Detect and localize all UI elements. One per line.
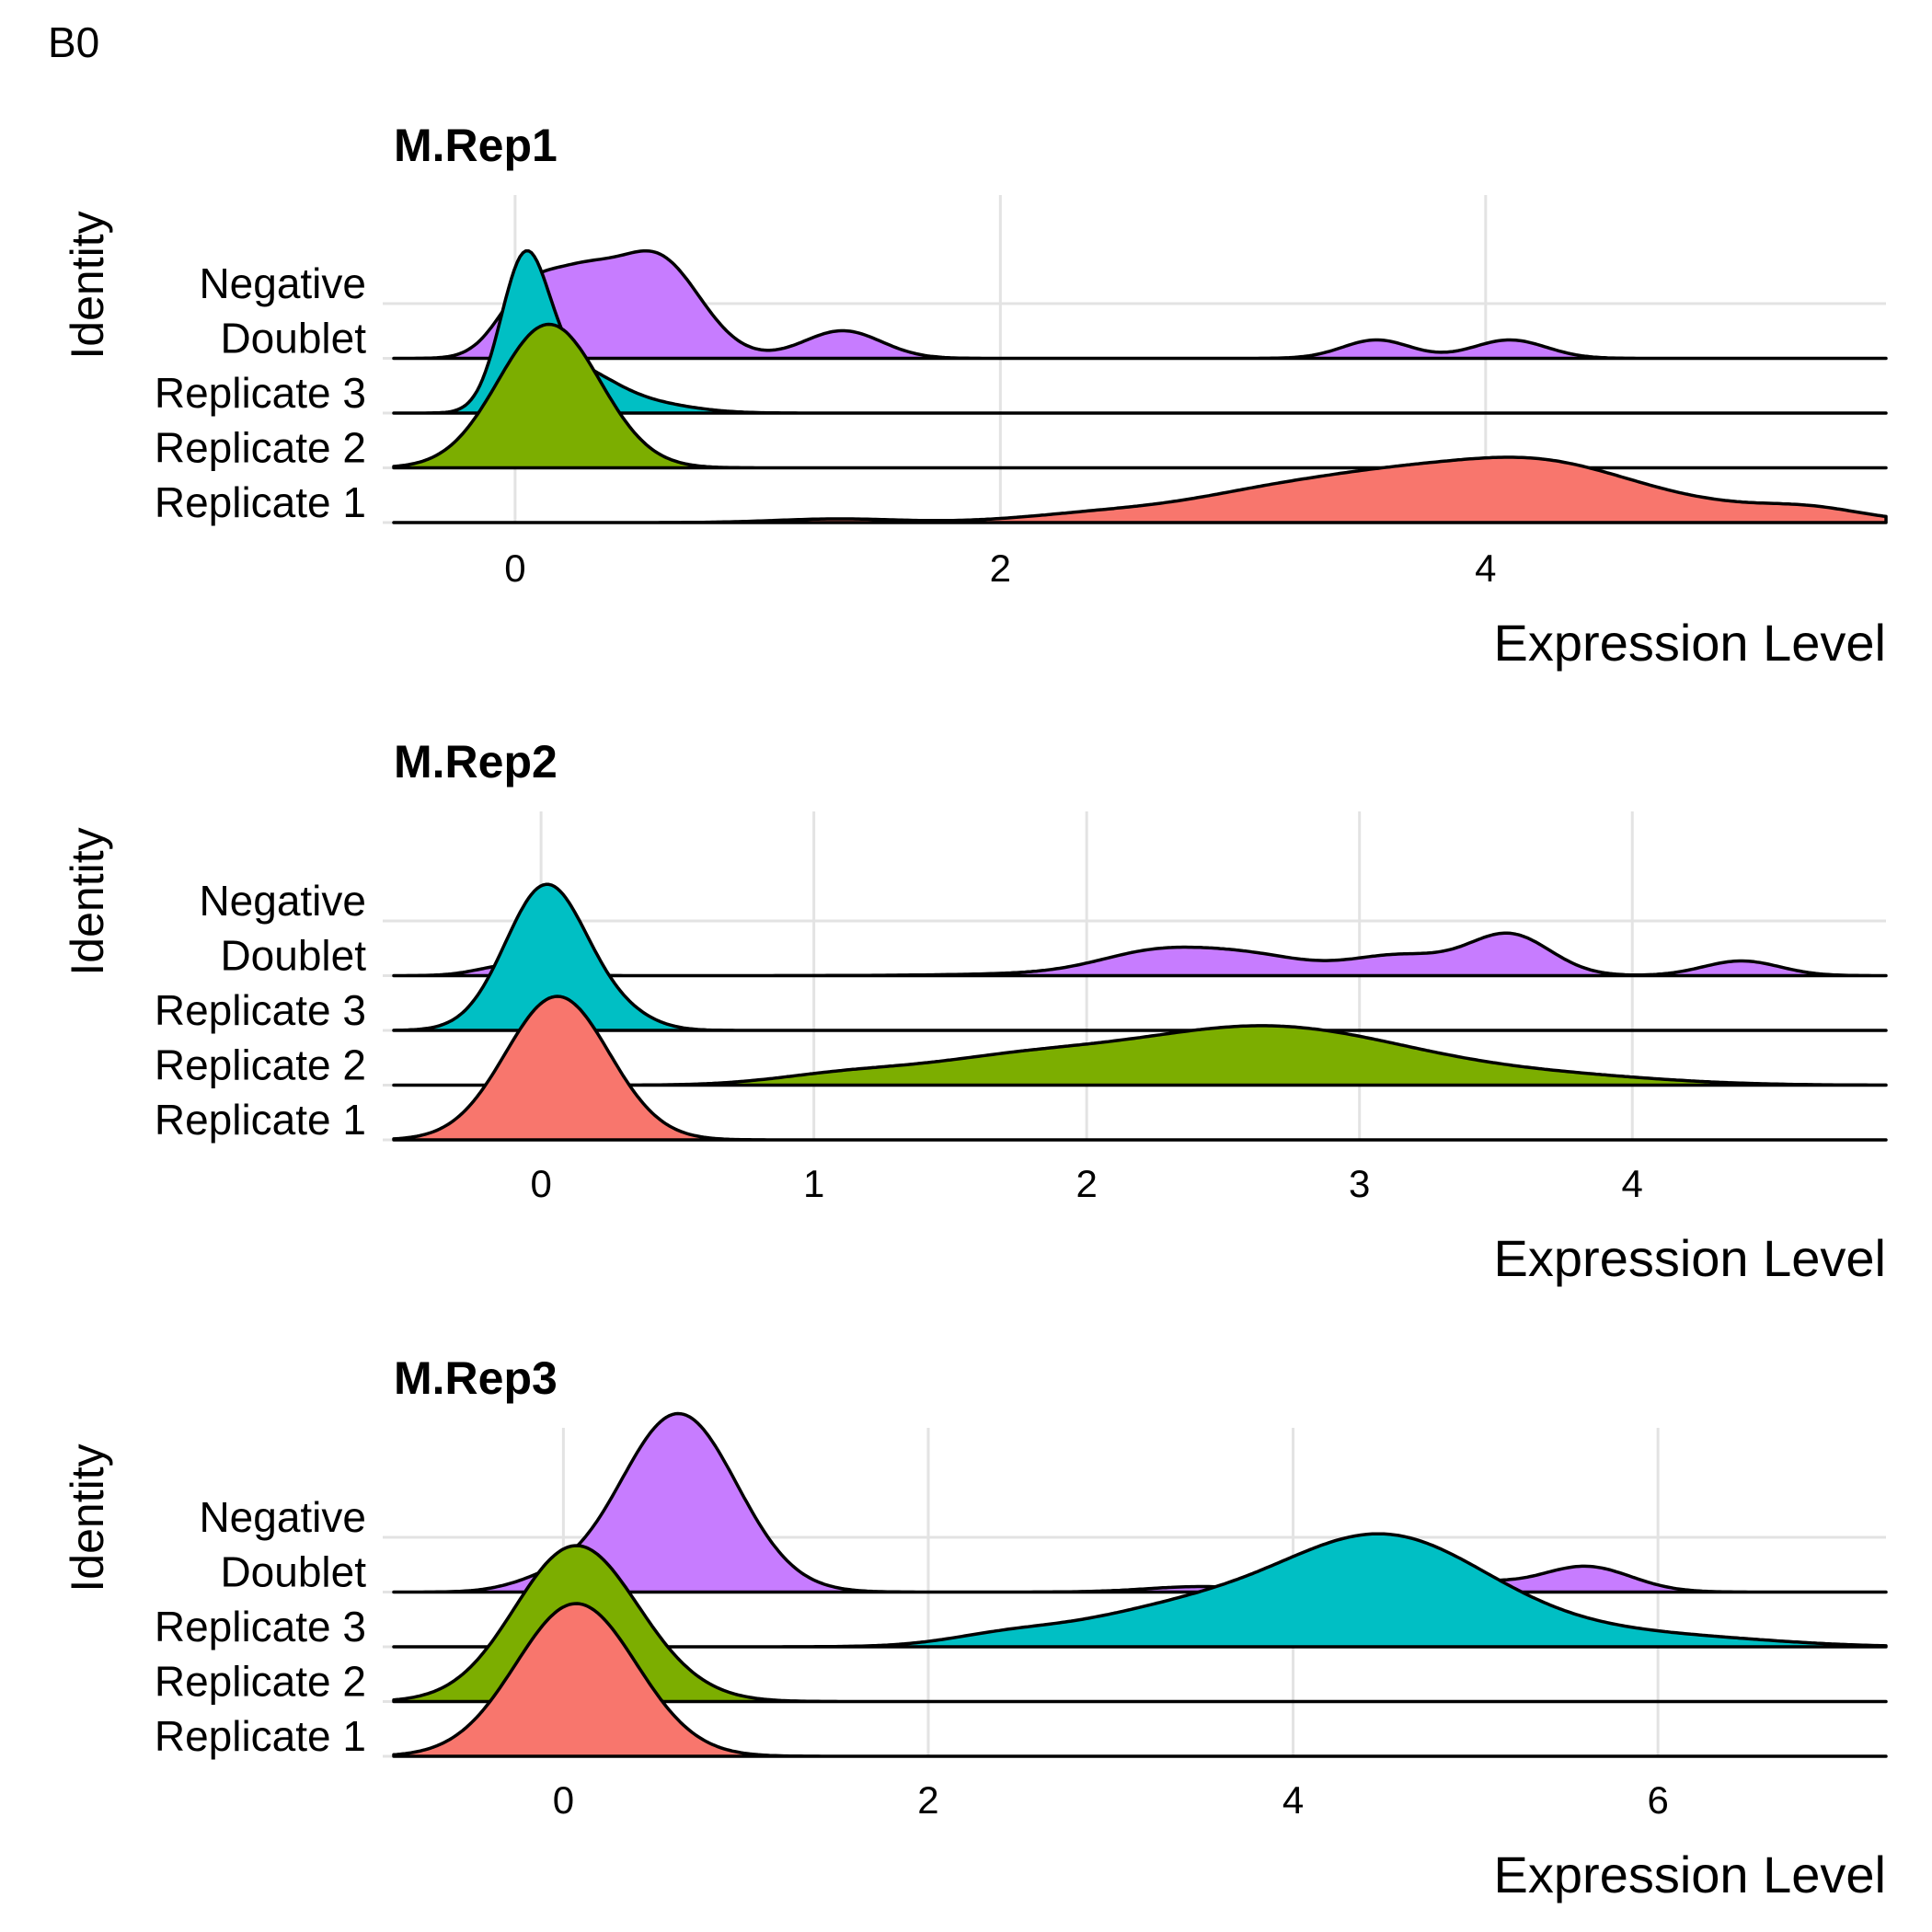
- x-tick-label: 4: [1622, 1162, 1643, 1205]
- x-axis-label: Expression Level: [1494, 1846, 1886, 1903]
- x-tick-label: 3: [1349, 1162, 1370, 1205]
- y-tick-label: Doublet: [220, 315, 366, 362]
- y-tick-label: Replicate 2: [155, 424, 366, 472]
- x-tick-label: 0: [504, 546, 525, 590]
- y-tick-label: Negative: [199, 259, 366, 307]
- ridges: [392, 248, 1888, 524]
- x-tick-label: 2: [990, 546, 1011, 590]
- x-tick-label: 1: [803, 1162, 824, 1205]
- y-tick-label: Replicate 3: [155, 369, 366, 417]
- x-axis-label: Expression Level: [1494, 1229, 1886, 1287]
- y-tick-labels: Replicate 1 Replicate 2 Replicate 3 Doublet…: [155, 1493, 366, 1760]
- x-tick-label: 2: [917, 1778, 938, 1822]
- x-tick-labels: 0 2 4 6: [553, 1778, 1669, 1822]
- x-tick-label: 4: [1475, 546, 1496, 590]
- x-tick-labels: 0 1 2 3 4: [530, 1162, 1642, 1205]
- x-tick-label: 6: [1647, 1778, 1668, 1822]
- x-tick-label: 0: [553, 1778, 574, 1822]
- ridge-doublet: [392, 1411, 1888, 1594]
- x-tick-label: 2: [1075, 1162, 1097, 1205]
- ridge-doublet: [392, 931, 1888, 978]
- chart-title: M.Rep3: [394, 1352, 558, 1404]
- y-tick-label: Negative: [199, 877, 366, 925]
- x-tick-label: 4: [1282, 1778, 1304, 1822]
- y-tick-labels: Replicate 1 Replicate 2 Replicate 3 Doublet…: [155, 259, 366, 526]
- ridge-replicate-1: [392, 1602, 1888, 1758]
- y-axis-label: Identity: [62, 211, 113, 359]
- y-tick-label: Replicate 3: [155, 986, 366, 1034]
- chart-title: M.Rep2: [394, 736, 558, 788]
- ridge-replicate-2: [392, 322, 1888, 470]
- y-tick-labels: Replicate 1 Replicate 2 Replicate 3 Doublet…: [155, 877, 366, 1144]
- x-tick-labels: 0 2 4: [504, 546, 1496, 590]
- ridge-replicate-1: [392, 455, 1888, 524]
- panel-label: B0: [48, 18, 99, 66]
- y-tick-label: Replicate 2: [155, 1658, 366, 1706]
- ridge-replicate-1: [392, 995, 1888, 1142]
- ridges: [392, 1411, 1888, 1758]
- chart-title: M.Rep1: [394, 120, 558, 171]
- x-axis-label: Expression Level: [1494, 614, 1886, 672]
- y-tick-label: Replicate 1: [155, 1096, 366, 1144]
- ridges: [392, 882, 1888, 1142]
- x-tick-label: 0: [530, 1162, 551, 1205]
- y-tick-label: Replicate 1: [155, 1712, 366, 1760]
- y-tick-label: Doublet: [220, 1548, 366, 1596]
- y-tick-label: Replicate 2: [155, 1041, 366, 1089]
- ridge-replicate-2: [392, 1024, 1888, 1087]
- y-axis-label: Identity: [62, 1443, 113, 1592]
- y-tick-label: Replicate 3: [155, 1603, 366, 1650]
- y-tick-label: Negative: [199, 1493, 366, 1541]
- y-tick-label: Doublet: [220, 932, 366, 980]
- y-tick-label: Replicate 1: [155, 478, 366, 526]
- y-axis-label: Identity: [62, 827, 113, 975]
